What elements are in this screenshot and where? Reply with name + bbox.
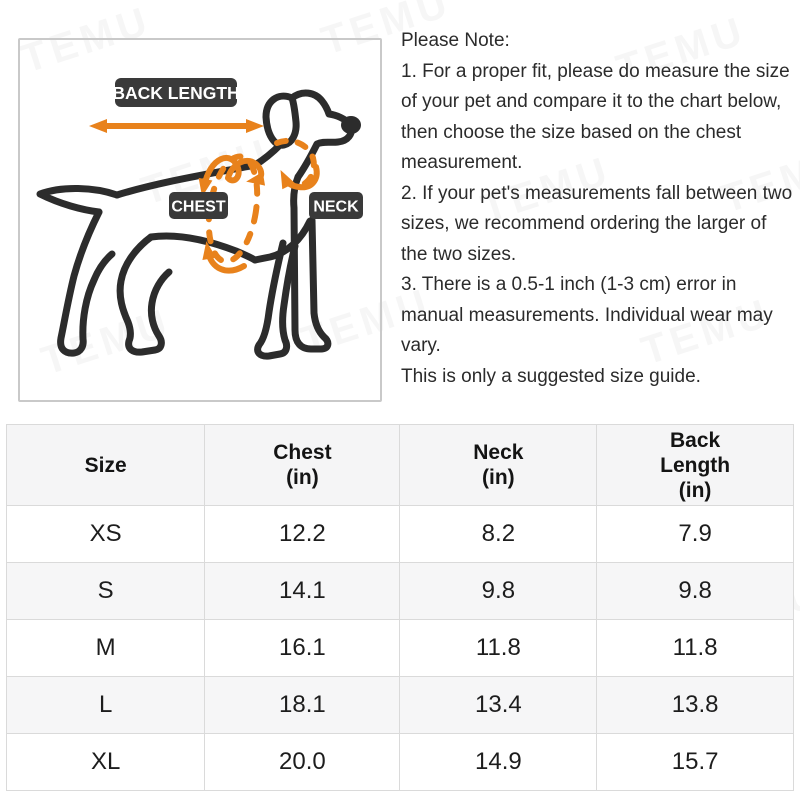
- dog-measurement-diagram: BACK LENGTH CHEST NECK: [18, 38, 382, 402]
- neck-cell: 9.8: [399, 562, 598, 620]
- dog-nose: [341, 116, 361, 134]
- chest-cell: 18.1: [204, 676, 401, 734]
- neck-arrow: [280, 164, 320, 191]
- neck-cell: 11.8: [399, 619, 598, 677]
- neck-label: NECK: [309, 192, 363, 219]
- table-header-row: Size Chest (in) Neck (in) Back Length (i…: [5, 424, 794, 506]
- table-row-l: L 18.1 13.4 13.8: [5, 676, 794, 734]
- neck-cell: 14.9: [399, 733, 598, 791]
- size-cell: XS: [5, 505, 206, 563]
- neck-girth-dashed-line: [274, 137, 317, 188]
- size-cell: S: [5, 562, 206, 620]
- column-header-size: Size: [5, 424, 206, 506]
- chest-label: CHEST: [169, 192, 228, 219]
- size-cell: XL: [5, 733, 206, 791]
- notes-title: Please Note:: [401, 30, 510, 51]
- back-length-cell: 13.8: [596, 676, 794, 734]
- back-length-cell: 7.9: [596, 505, 794, 563]
- table-row-m: M 16.1 11.8 11.8: [5, 619, 794, 677]
- table-row-xs: XS 12.2 8.2 7.9: [5, 505, 794, 563]
- back-length-label: BACK LENGTH: [112, 78, 240, 107]
- back-length-label-text: BACK LENGTH: [112, 83, 239, 103]
- back-length-cell: 15.7: [596, 733, 794, 791]
- note-item-1: 1. For a proper fit, please do measure t…: [401, 60, 790, 174]
- chest-cell: 20.0: [204, 733, 401, 791]
- chest-bottom-arrow: [202, 241, 247, 274]
- column-header-neck: Neck (in): [399, 424, 598, 506]
- dog-diagram-svg: BACK LENGTH CHEST NECK: [36, 78, 363, 360]
- size-cell: L: [5, 676, 206, 734]
- chest-cell: 12.2: [204, 505, 401, 563]
- neck-cell: 8.2: [399, 505, 598, 563]
- chest-girth-dashed-line: [205, 153, 261, 265]
- chest-cell: 16.1: [204, 619, 401, 677]
- note-item-2: 2. If your pet's measurements fall betwe…: [401, 182, 793, 265]
- chest-label-text: CHEST: [171, 199, 225, 216]
- back-length-cell: 11.8: [596, 619, 794, 677]
- note-item-4: This is only a suggested size guide.: [401, 365, 701, 387]
- notes-section: Please Note: 1. For a proper fit, please…: [401, 26, 798, 392]
- note-item-3: 3. There is a 0.5-1 inch (1-3 cm) error …: [401, 274, 773, 356]
- column-header-back-length: Back Length (in): [596, 424, 794, 506]
- neck-label-text: NECK: [313, 199, 359, 216]
- chest-cell: 14.1: [204, 562, 401, 620]
- table-row-s: S 14.1 9.8 9.8: [5, 562, 794, 620]
- neck-cell: 13.4: [399, 676, 598, 734]
- chest-top-arrow: [198, 155, 266, 197]
- dog-outline-illustration: [36, 89, 361, 360]
- table-row-xl: XL 20.0 14.9 15.7: [5, 733, 794, 791]
- column-header-chest: Chest (in): [204, 424, 401, 506]
- size-cell: M: [5, 619, 206, 677]
- back-length-cell: 9.8: [596, 562, 794, 620]
- size-chart-table: Size Chest (in) Neck (in) Back Length (i…: [5, 424, 794, 791]
